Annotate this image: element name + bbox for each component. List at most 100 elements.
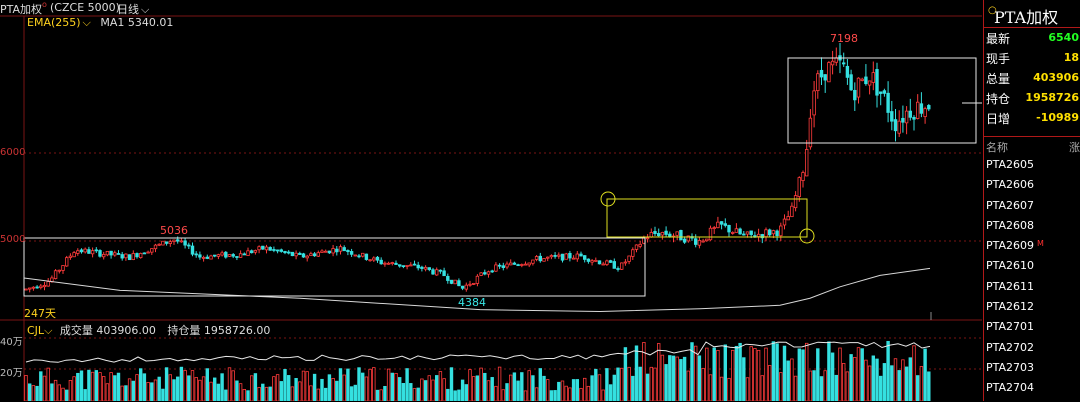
candle-up — [168, 241, 172, 244]
quote-row: 最新 6540 — [984, 29, 1080, 48]
contract-list-item[interactable]: PTA2702 — [984, 341, 1080, 361]
volume-bar-up — [586, 385, 591, 401]
volume-bar-down — [464, 384, 468, 401]
quote-title: ○ PTA加权 — [984, 2, 1080, 27]
volume-bar-up — [105, 383, 110, 401]
volume-bar-up — [534, 387, 539, 401]
contract-name: PTA2609 — [986, 239, 1035, 253]
quote-row: 总量 403906 — [984, 69, 1080, 88]
volume-bar-up — [90, 371, 95, 401]
candle-up — [360, 252, 365, 257]
contract-list-item[interactable]: PTA2704 — [984, 381, 1080, 401]
contract-list-item[interactable]: PTA2605 — [984, 158, 1080, 178]
contract-list-item[interactable]: PTA2701 — [984, 320, 1080, 340]
volume-bar-down — [679, 359, 683, 401]
ema-label[interactable]: EMA(255) — [27, 16, 81, 29]
candle-down — [438, 269, 443, 272]
contract-list-item[interactable]: PTA2608 — [984, 219, 1080, 239]
volume-bar-down — [516, 380, 520, 401]
volume-bar-up — [686, 370, 690, 401]
volume-bar-down — [634, 345, 639, 401]
kline-chart[interactable]: PTA加权 o (CZCE 5000) 日线 ⌵ EMA(255) ⌵ MA1 53… — [0, 0, 982, 401]
volume-bar-down — [860, 348, 864, 401]
volume-bar-up — [856, 347, 861, 401]
candle-down — [864, 76, 868, 85]
volume-bar-up — [201, 376, 206, 401]
volume-bar-down — [682, 356, 687, 401]
volume-bar-down — [690, 342, 694, 401]
volume-bar-up — [368, 368, 372, 401]
volume-bar-up — [660, 354, 665, 401]
contract-list-item[interactable]: PTA2703 — [984, 361, 1080, 381]
settings-dot-icon[interactable]: o — [42, 0, 47, 9]
candle-up — [812, 90, 816, 116]
volume-bar-down — [35, 385, 39, 401]
candle-down — [457, 280, 461, 287]
cjl-label[interactable]: CJL — [27, 324, 45, 337]
candle-down — [727, 224, 731, 233]
volume-bar-down — [490, 377, 494, 401]
contract-list-item[interactable]: PTA2611 — [984, 280, 1080, 300]
candle-down — [164, 241, 169, 244]
candle-up — [390, 262, 394, 264]
candle-down — [886, 92, 890, 113]
indicator-legend: EMA(255) ⌵ MA1 5340.01 — [27, 16, 183, 30]
candle-down — [653, 231, 657, 235]
candle-up — [61, 265, 65, 271]
chart-canvas[interactable] — [0, 0, 982, 401]
contract-list-item[interactable]: PTA2606 — [984, 178, 1080, 198]
contract-list-item[interactable]: PTA2607 — [984, 199, 1080, 219]
period-selector[interactable]: 日线 ⌵ — [117, 1, 149, 17]
volume-bar-down — [65, 389, 69, 401]
candle-up — [571, 257, 576, 260]
list-header-name[interactable]: 名称 — [986, 141, 1008, 154]
volume-bar-up — [264, 386, 269, 401]
volume-bar-down — [27, 383, 32, 401]
candle-up — [631, 249, 635, 257]
volume-bar-down — [834, 374, 838, 401]
candle-up — [697, 240, 702, 246]
candle-down — [460, 285, 465, 289]
volume-bar-up — [275, 374, 280, 401]
candle-up — [372, 257, 376, 261]
candle-down — [412, 263, 417, 266]
volume-bar-down — [157, 376, 161, 401]
volume-bar-down — [623, 347, 628, 401]
volume-bar-down — [283, 369, 287, 401]
candle-up — [153, 244, 158, 250]
candle-down — [205, 256, 209, 259]
volume-bar-down — [890, 365, 894, 401]
candle-down — [490, 270, 494, 273]
quote-value: 18 — [1063, 51, 1079, 64]
candle-up — [464, 284, 468, 290]
candle-down — [397, 264, 402, 267]
volume-bar-up — [867, 365, 872, 401]
volume-bar-up — [305, 371, 309, 401]
volume-bar-down — [512, 372, 517, 401]
candle-up — [157, 243, 161, 246]
volume-bar-down — [916, 375, 920, 401]
volume-bar-down — [871, 355, 875, 401]
chevron-down-icon[interactable]: ⌵ — [82, 16, 91, 29]
candle-down — [760, 234, 764, 239]
list-header-change[interactable]: 涨 — [1069, 141, 1080, 154]
volume-bar-up — [102, 376, 106, 401]
chart-title: PTA加权 — [0, 3, 43, 16]
contract-list-item[interactable]: PTA2612 — [984, 300, 1080, 320]
volume-bar-down — [542, 375, 546, 401]
volume-bar-down — [175, 376, 180, 401]
volume-bar-up — [61, 387, 65, 401]
candle-up — [479, 272, 483, 276]
candle-down — [427, 267, 431, 270]
contract-list-item[interactable]: PTA2610 — [984, 259, 1080, 279]
candle-down — [116, 253, 121, 255]
vol-tick-20w: 20万 — [0, 368, 23, 379]
candle-up — [42, 284, 47, 288]
candle-down — [187, 244, 191, 247]
chevron-down-icon[interactable]: ⌵ — [44, 324, 53, 337]
volume-bar-up — [301, 370, 306, 401]
contract-list-item[interactable]: PTA2609 M — [984, 239, 1080, 259]
candle-up — [620, 262, 624, 270]
candle-up — [172, 239, 176, 242]
volume-bar-up — [546, 379, 550, 401]
